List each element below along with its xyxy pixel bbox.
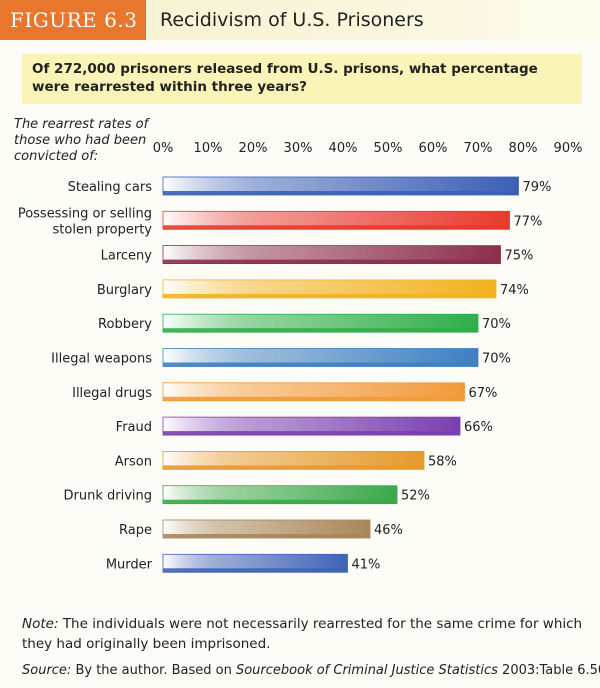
- bar-base: [163, 328, 478, 333]
- x-tick-label: 70%: [464, 141, 493, 156]
- value-label: 46%: [374, 523, 403, 538]
- value-label: 74%: [500, 283, 529, 298]
- category-label: Burglary: [97, 283, 152, 298]
- value-label: 41%: [352, 557, 381, 572]
- bar-chart: 0% 10% 20% 30% 40% 50% 60% 70% 80% 90% 79% Stealing…: [18, 141, 583, 573]
- value-label: 67%: [469, 386, 498, 401]
- value-label: 77%: [514, 214, 543, 229]
- x-tick-label: 60%: [419, 141, 448, 156]
- category-label: Stealing cars: [68, 180, 153, 195]
- x-tick-label: 20%: [239, 141, 268, 156]
- question-box: Of 272,000 prisoners released from U.S. …: [22, 54, 582, 104]
- figure-title: Recidivism of U.S. Prisoners: [160, 9, 424, 31]
- value-label: 58%: [428, 454, 457, 469]
- bar-base: [163, 362, 478, 367]
- category-label: Possessing or selling: [18, 206, 152, 221]
- bar-base: [163, 568, 348, 573]
- source-pre: By the author. Based on: [75, 663, 232, 678]
- bar-base: [163, 465, 424, 470]
- figure-label: FIGURE 6.3: [0, 0, 146, 40]
- bar-base: [163, 225, 510, 230]
- source-label: Source:: [22, 663, 72, 678]
- value-label: 70%: [482, 352, 511, 367]
- value-label: 66%: [464, 420, 493, 435]
- category-label: Rape: [119, 523, 152, 538]
- value-label: 70%: [482, 317, 511, 332]
- category-label: Drunk driving: [64, 489, 153, 504]
- axis-caption: The rearrest rates of those who had been…: [14, 117, 149, 164]
- category-label: Robbery: [98, 317, 152, 332]
- x-tick-label: 30%: [284, 141, 313, 156]
- x-tick-label: 0%: [153, 141, 174, 156]
- note-text: The individuals were not necessarily rea…: [22, 616, 583, 652]
- value-label: 75%: [505, 249, 534, 264]
- bar-base: [163, 259, 501, 264]
- category-label: Illegal drugs: [72, 386, 152, 401]
- category-label: Murder: [106, 557, 153, 572]
- source-title: Sourcebook of Criminal Justice Statistic…: [235, 663, 498, 678]
- x-tick-label: 80%: [509, 141, 538, 156]
- category-label: Arson: [115, 454, 152, 469]
- x-tick-label: 10%: [194, 141, 223, 156]
- x-tick-label: 90%: [554, 141, 583, 156]
- source-post: 2003:Table 6.50.: [502, 663, 600, 678]
- figure-header: FIGURE 6.3 Recidivism of U.S. Prisoners: [0, 0, 600, 40]
- note-label: Note:: [22, 616, 59, 632]
- category-label: stolen property: [53, 222, 153, 237]
- value-label: 79%: [523, 180, 552, 195]
- bar-base: [163, 499, 397, 504]
- value-label: 52%: [401, 489, 430, 504]
- x-tick-label: 40%: [329, 141, 358, 156]
- x-tick-label: 50%: [374, 141, 403, 156]
- bar-base: [163, 534, 370, 538]
- bar-base: [163, 293, 496, 298]
- category-label: Fraud: [116, 420, 152, 435]
- bar-base: [163, 431, 460, 436]
- category-label: Larceny: [101, 249, 153, 264]
- source-line: Source: By the author. Based on Sourcebo…: [22, 662, 600, 680]
- bar-base: [163, 191, 519, 195]
- footnote: Note: The individuals were not necessari…: [22, 614, 592, 654]
- bar-base: [163, 396, 465, 401]
- category-label: Illegal weapons: [51, 352, 152, 367]
